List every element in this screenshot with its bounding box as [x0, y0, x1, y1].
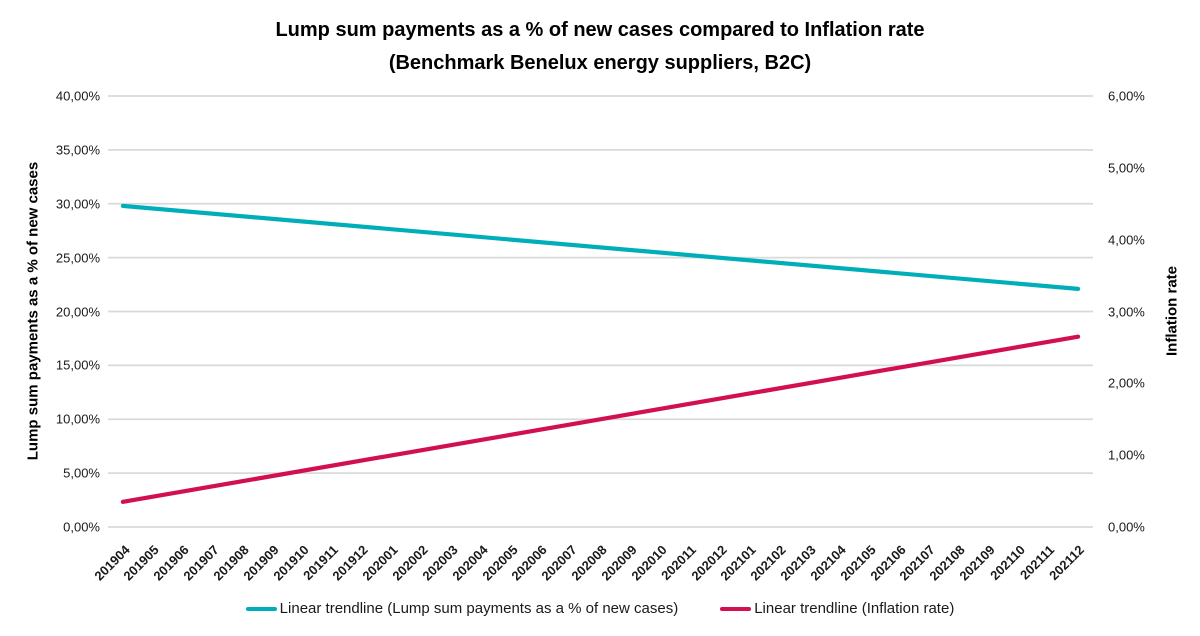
right-axis-tick-label: 5,00%: [1108, 160, 1145, 176]
legend-item: Linear trendline (Lump sum payments as a…: [245, 600, 679, 617]
left-axis-tick-label: 5,00%: [63, 465, 100, 481]
legend-label: Linear trendline (Lump sum payments as a…: [279, 600, 679, 617]
left-axis-tick-label: 25,00%: [55, 250, 100, 266]
chart-title: Lump sum payments as a % of new cases co…: [275, 19, 925, 41]
legend: Linear trendline (Lump sum payments as a…: [0, 600, 1200, 617]
right-axis-tick-label: 2,00%: [1108, 375, 1145, 391]
left-axis-tick-label: 20,00%: [55, 304, 100, 319]
legend-line-icon-lump-sum: [245, 606, 277, 611]
legend-line-icon-inflation: [720, 606, 752, 611]
right-axis-tick-label: 1,00%: [1108, 447, 1145, 463]
trendline-lump-sum-payments: [120, 203, 1081, 291]
left-axis-tick-label: 15,00%: [55, 357, 100, 373]
left-axis-tick-label: 30,00%: [55, 196, 100, 212]
trendline-inflation-rate: [120, 334, 1081, 504]
chart-subtitle: (Benchmark Benelux energy suppliers, B2C…: [388, 52, 812, 74]
left-axis-tick-label: 35,00%: [55, 142, 100, 158]
right-axis-tick-label: 4,00%: [1108, 232, 1145, 248]
right-axis-tick-label: 0,00%: [1108, 519, 1145, 535]
left-axis-tick-label: 40,00%: [55, 88, 100, 104]
legend-label: Linear trendline (Inflation rate): [754, 600, 955, 617]
legend-item: Linear trendline (Inflation rate): [720, 600, 954, 617]
right-axis-tick-label: 3,00%: [1108, 304, 1145, 319]
right-axis-tick-label: 6,00%: [1108, 88, 1145, 104]
left-axis-tick-label: 0,00%: [63, 519, 100, 535]
left-axis-tick-label: 10,00%: [55, 411, 100, 427]
